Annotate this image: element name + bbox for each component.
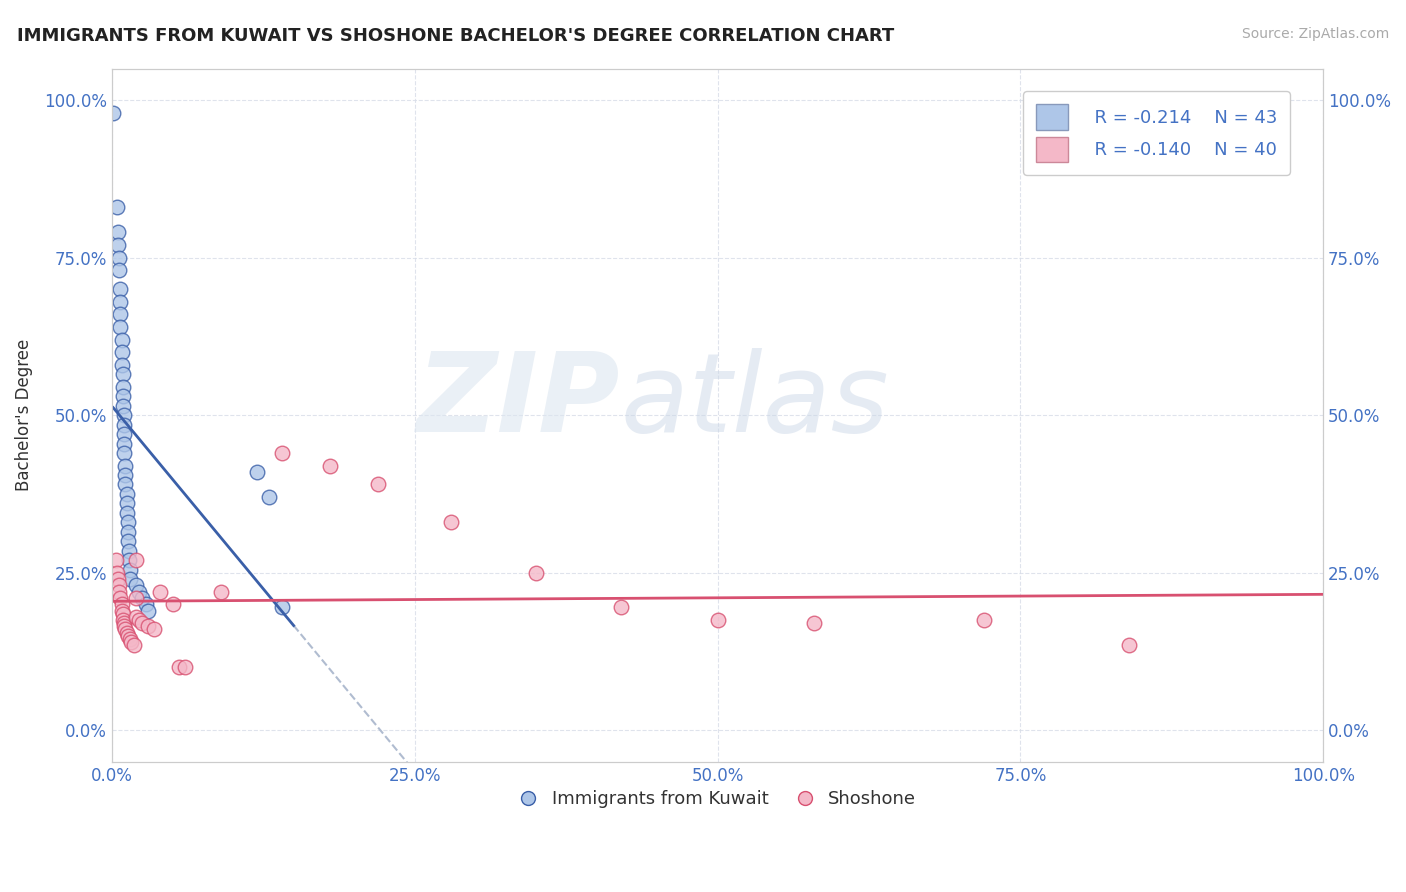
Point [524, 566, 547, 580]
Point [111, 613, 134, 627]
Point [108, 578, 131, 592]
Point [111, 603, 134, 617]
Point [111, 597, 134, 611]
Point [128, 584, 150, 599]
Point [706, 613, 728, 627]
Point [107, 572, 129, 586]
Point [111, 367, 134, 381]
Point [125, 553, 148, 567]
Point [112, 616, 135, 631]
Point [108, 584, 131, 599]
Point [107, 238, 129, 252]
Point [110, 307, 132, 321]
Point [125, 591, 148, 605]
Point [136, 603, 159, 617]
Point [246, 465, 269, 479]
Point [122, 638, 145, 652]
Point [115, 506, 138, 520]
Point [112, 417, 135, 432]
Point [108, 251, 131, 265]
Point [270, 446, 292, 460]
Point [117, 534, 139, 549]
Text: IMMIGRANTS FROM KUWAIT VS SHOSHONE BACHELOR'S DEGREE CORRELATION CHART: IMMIGRANTS FROM KUWAIT VS SHOSHONE BACHE… [17, 27, 894, 45]
Legend: Immigrants from Kuwait, Shoshone: Immigrants from Kuwait, Shoshone [512, 782, 924, 815]
Point [259, 490, 281, 504]
Point [115, 496, 138, 510]
Point [367, 477, 389, 491]
Point [118, 553, 141, 567]
Point [112, 436, 135, 450]
Point [111, 389, 134, 403]
Point [173, 660, 195, 674]
Text: atlas: atlas [620, 348, 889, 455]
Point [117, 516, 139, 530]
Point [104, 553, 127, 567]
Point [110, 591, 132, 605]
Point [1118, 638, 1140, 652]
Text: Source: ZipAtlas.com: Source: ZipAtlas.com [1241, 27, 1389, 41]
Point [111, 358, 134, 372]
Point [105, 200, 128, 214]
Point [440, 516, 463, 530]
Point [120, 563, 142, 577]
Point [118, 543, 141, 558]
Point [112, 408, 135, 422]
Point [112, 446, 135, 460]
Point [103, 105, 125, 120]
Point [319, 458, 342, 473]
Point [803, 616, 825, 631]
Point [105, 566, 128, 580]
Point [114, 623, 136, 637]
Point [135, 597, 157, 611]
Point [112, 619, 135, 633]
Point [112, 427, 135, 442]
Point [120, 572, 142, 586]
Point [149, 584, 172, 599]
Point [143, 623, 166, 637]
Point [111, 380, 134, 394]
Point [131, 616, 153, 631]
Point [110, 294, 132, 309]
Y-axis label: Bachelor's Degree: Bachelor's Degree [15, 339, 32, 491]
Point [114, 468, 136, 483]
Point [111, 333, 134, 347]
Point [115, 487, 138, 501]
Point [167, 660, 190, 674]
Point [114, 477, 136, 491]
Point [270, 600, 292, 615]
Point [111, 399, 134, 413]
Point [120, 632, 142, 646]
Point [120, 635, 142, 649]
Point [117, 629, 139, 643]
Text: ZIP: ZIP [418, 348, 620, 455]
Point [117, 524, 139, 539]
Point [128, 613, 150, 627]
Point [110, 319, 132, 334]
Point [107, 226, 129, 240]
Point [609, 600, 631, 615]
Point [125, 610, 148, 624]
Point [115, 625, 138, 640]
Point [973, 613, 995, 627]
Point [209, 584, 232, 599]
Point [111, 345, 134, 359]
Point [131, 591, 153, 605]
Point [108, 263, 131, 277]
Point [136, 619, 159, 633]
Point [110, 282, 132, 296]
Point [125, 578, 148, 592]
Point [114, 458, 136, 473]
Point [111, 607, 134, 621]
Point [162, 597, 184, 611]
